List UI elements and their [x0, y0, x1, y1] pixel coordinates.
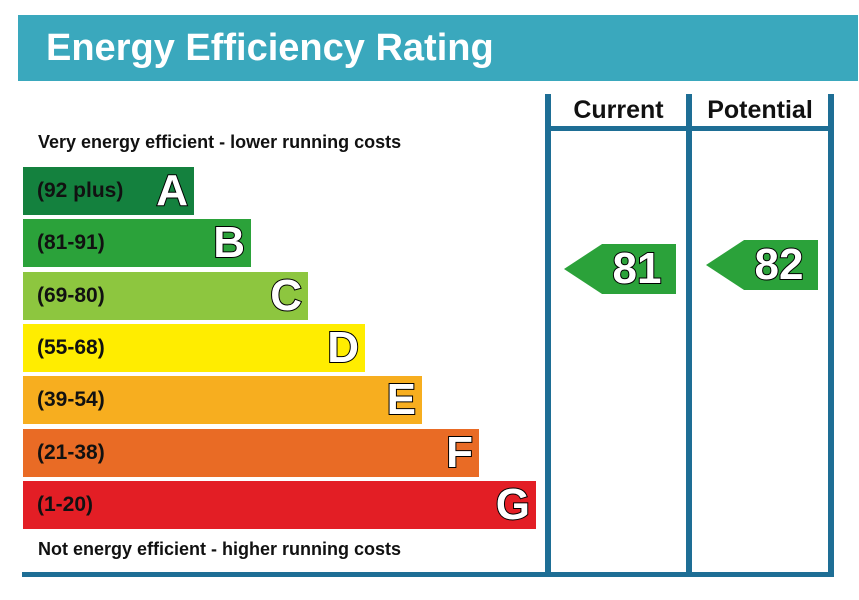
potential-column-header: Potential [707, 96, 813, 124]
divider-line [545, 94, 551, 576]
band-g: (1-20) G [23, 480, 536, 530]
title-bar: Energy Efficiency Rating [18, 15, 858, 81]
band-e: (39-54) E [23, 375, 422, 425]
current-rating-arrow: 81 [564, 244, 676, 294]
efficient-note: Very energy efficient - lower running co… [38, 132, 402, 152]
divider-line [22, 572, 834, 577]
band-b: (81-91) B [23, 218, 251, 268]
band-f: (21-38) F [23, 428, 479, 478]
band-range-label: (81-91) [37, 231, 105, 254]
divider-line [545, 126, 834, 131]
band-range-label: (39-54) [37, 388, 105, 411]
band-letter: A [155, 166, 189, 216]
band-range-label: (55-68) [37, 336, 105, 359]
page-title: Energy Efficiency Rating [46, 27, 494, 69]
band-letter: C [269, 271, 303, 321]
band-range-label: (21-38) [37, 441, 105, 464]
potential-rating-arrow: 82 [706, 240, 818, 290]
band-d: (55-68) D [23, 323, 365, 373]
band-letter: G [495, 480, 531, 530]
current-rating-value: 81 [612, 244, 663, 294]
band-letter: D [326, 323, 360, 373]
divider-line [828, 94, 834, 576]
band-c: (69-80) C [23, 271, 308, 321]
band-range-label: (92 plus) [37, 179, 124, 202]
current-column-header: Current [573, 96, 664, 124]
band-range-label: (69-80) [37, 284, 105, 307]
band-letter: E [386, 375, 417, 425]
band-letter: B [212, 218, 246, 268]
band-letter: F [445, 428, 474, 478]
band-a: (92 plus) A [23, 166, 194, 216]
potential-rating-value: 82 [754, 240, 805, 290]
band-range-label: (1-20) [37, 493, 94, 516]
divider-line [686, 94, 692, 576]
inefficient-note: Not energy efficient - higher running co… [38, 539, 402, 559]
